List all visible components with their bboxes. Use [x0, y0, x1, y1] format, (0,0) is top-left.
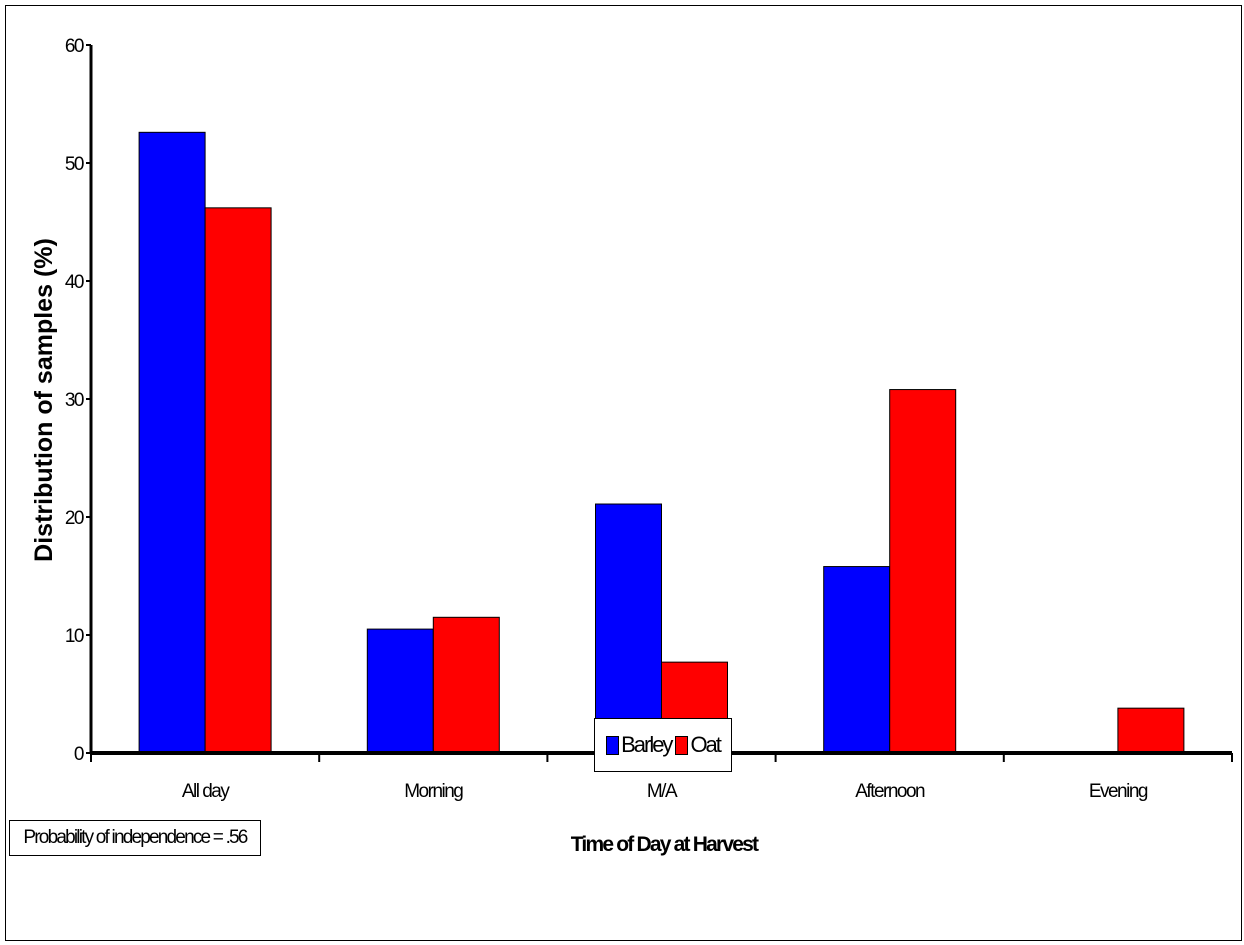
y-tick-label: 40 [65, 272, 84, 293]
bar-oat-1 [432, 616, 500, 754]
legend-item-barley: Barley [606, 732, 673, 758]
legend-item-oat: Oat [675, 732, 722, 758]
y-tick-label: 20 [65, 508, 84, 529]
y-tick-label: 60 [65, 36, 84, 57]
y-tick-label: 10 [65, 626, 84, 647]
legend-swatch [675, 735, 689, 755]
bars-layer [138, 131, 1185, 754]
bar-barley-3 [823, 566, 891, 754]
x-tick-label: All day [182, 781, 231, 802]
bar-oat-4 [1117, 707, 1185, 754]
x-tick-label: Evening [1089, 781, 1148, 802]
y-tick-label: 0 [74, 744, 84, 765]
x-tick-label: Afternoon [855, 781, 925, 802]
bar-oat-3 [889, 389, 957, 754]
legend-label: Barley [621, 732, 673, 757]
bar-barley-1 [366, 628, 434, 754]
y-tick-label: 50 [65, 154, 84, 175]
y-tick-label: 30 [65, 390, 84, 411]
bar-oat-0 [204, 207, 272, 754]
legend-label: Oat [690, 732, 722, 757]
y-axis-title: Distribution of samples (%) [30, 238, 58, 562]
x-axis-title: Time of Day at Harvest [571, 833, 759, 856]
bar-barley-0 [138, 131, 206, 754]
x-tick-label: M/A [647, 781, 678, 802]
x-ticks: All day Morning M/A Afternoon Evening [90, 753, 1233, 802]
legend: Barley Oat [594, 718, 732, 772]
y-ticks: 0 10 20 30 40 50 60 [65, 36, 91, 765]
independence-probability-note: Probability of independence = .56 [9, 820, 261, 856]
bar-barley-2 [595, 503, 662, 754]
x-tick-label: Morning [404, 781, 463, 802]
legend-swatch [606, 735, 620, 755]
